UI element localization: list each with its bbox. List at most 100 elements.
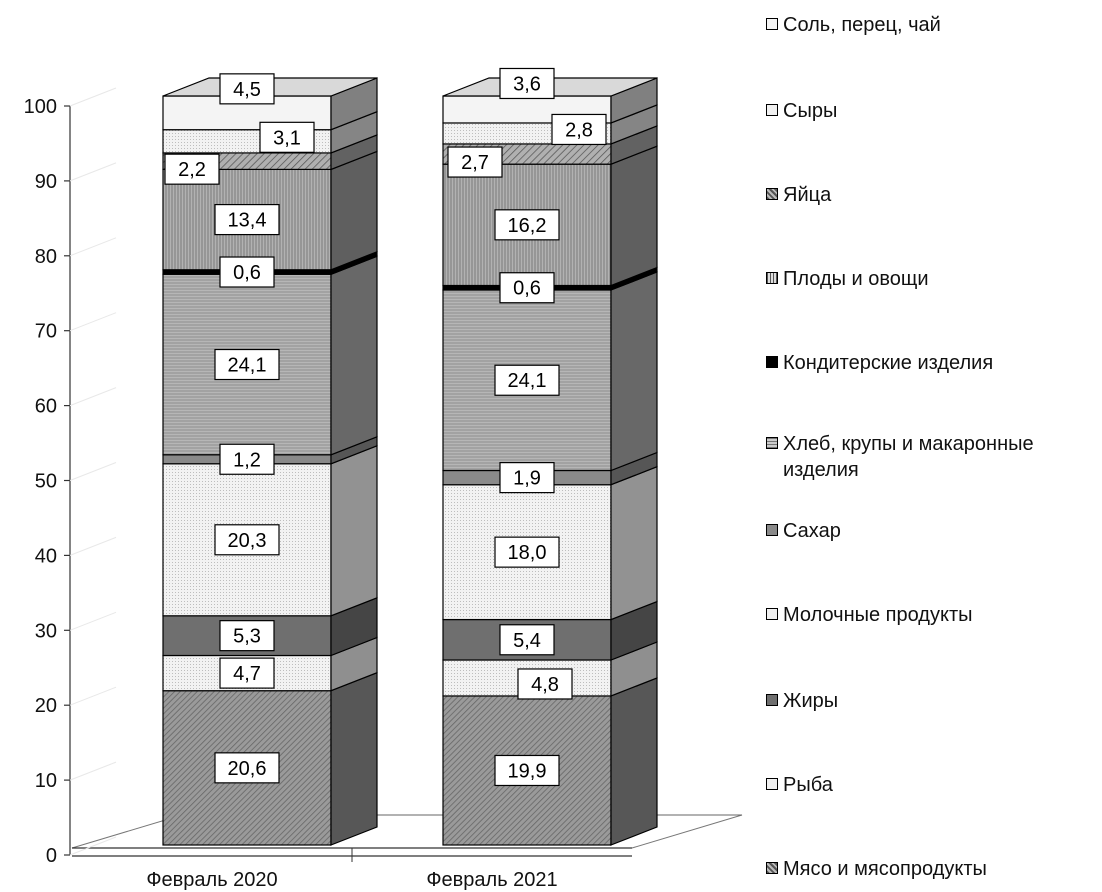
legend-item-рыба: Рыба <box>766 772 1096 798</box>
data-label: 2,7 <box>447 146 503 178</box>
data-label-text: 0,6 <box>233 262 261 284</box>
legend-label: Хлеб, крупы и макаронные изделия <box>783 433 1034 481</box>
y-gridline-perspective <box>69 387 117 407</box>
legend-item-плоды-и-овощи: Плоды и овощи <box>766 266 1096 292</box>
data-label-text: 0,6 <box>513 278 541 300</box>
data-label: 20,6 <box>214 752 280 784</box>
data-label-box <box>214 524 280 556</box>
data-label: 4,7 <box>219 657 275 689</box>
data-label-text: 1,9 <box>513 468 541 490</box>
data-label: 18,0 <box>494 536 560 568</box>
data-label: 1,2 <box>219 443 275 475</box>
bar-side-молочные-продукты <box>330 444 378 617</box>
data-label-text: 24,1 <box>228 355 267 377</box>
legend-swatch <box>766 608 778 620</box>
y-axis: 0 10 20 30 40 50 60 70 80 90 100 <box>24 87 117 867</box>
y-gridline-perspective <box>69 836 117 856</box>
y-gridline-perspective <box>69 611 117 631</box>
legend-swatch <box>766 862 778 874</box>
data-label-text: 3,6 <box>513 73 541 95</box>
y-tick-label: 20 <box>35 695 57 717</box>
data-label-box <box>499 624 555 656</box>
legend-item-сыры: Сыры <box>766 98 1096 124</box>
legend-item-хлеб-крупы-и-макаронные-изделия: Хлеб, крупы и макаронные изделия <box>766 431 1096 483</box>
legend-swatch <box>766 272 778 284</box>
data-label-box <box>494 209 560 241</box>
data-label-text: 20,3 <box>228 530 267 552</box>
data-label-box <box>214 348 280 381</box>
data-label: 24,1 <box>214 348 280 381</box>
y-tick-label: 50 <box>35 471 57 493</box>
legend-swatch <box>766 188 778 200</box>
data-label-text: 3,1 <box>273 127 301 149</box>
data-label-box <box>494 536 560 568</box>
data-label-box <box>494 754 560 787</box>
data-label: 4,5 <box>219 73 275 105</box>
data-label-box <box>259 121 315 153</box>
legend-swatch <box>766 104 778 116</box>
data-label-box <box>494 364 560 396</box>
data-label-box <box>214 203 280 236</box>
data-label-text: 2,2 <box>178 159 206 181</box>
data-label-box <box>164 153 220 185</box>
legend-label: Яйца <box>783 184 832 206</box>
data-label-box <box>447 146 503 178</box>
data-label: 24,1 <box>494 364 560 396</box>
data-label-box <box>551 113 607 146</box>
data-label: 0,6 <box>499 272 555 304</box>
data-label-box <box>219 657 275 689</box>
data-label-box <box>219 256 275 288</box>
y-tick-label: 10 <box>35 770 57 792</box>
y-gridline-perspective <box>69 686 117 706</box>
legend-swatch <box>766 18 778 30</box>
legend-swatch <box>766 694 778 706</box>
legend-item-мясо-и-мясопродукты: Мясо и мясопродукты <box>766 856 1096 882</box>
data-label-box <box>219 443 275 475</box>
data-label-text: 18,0 <box>508 542 547 564</box>
y-tick-label: 80 <box>35 246 57 268</box>
data-label-box <box>499 462 555 494</box>
x-axis: Февраль 2020 Февраль 2021 <box>146 848 558 891</box>
bars <box>162 77 658 846</box>
legend-swatch <box>766 778 778 790</box>
data-label: 20,3 <box>214 524 280 556</box>
legend-label: Плоды и овощи <box>783 268 929 290</box>
legend-item-кондитерские-изделия: Кондитерские изделия <box>766 350 1096 376</box>
y-tick-label: 60 <box>35 396 57 418</box>
data-label-text: 2,7 <box>461 152 489 174</box>
data-label: 5,3 <box>219 620 275 652</box>
legend-label: Кондитерские изделия <box>783 352 994 374</box>
y-tick-label: 40 <box>35 545 57 567</box>
legend-swatch <box>766 356 778 368</box>
y-gridline-perspective <box>69 462 117 481</box>
data-label: 3,6 <box>499 67 555 100</box>
data-label-box <box>214 752 280 784</box>
legend-item-жиры: Жиры <box>766 688 1096 714</box>
bar-side-мясо-и-мясопродукты <box>610 677 658 846</box>
data-label-box <box>219 73 275 105</box>
legend-label: Молочные продукты <box>783 604 973 626</box>
bar-segment-молочные-продукты <box>162 463 332 617</box>
legend-item-молочные-продукты: Молочные продукты <box>766 602 1096 628</box>
bar-side-хлеб-крупы-и-макаронные-изделия <box>610 271 658 472</box>
data-label-text: 4,7 <box>233 663 261 685</box>
data-label: 0,6 <box>219 256 275 288</box>
data-label-text: 5,3 <box>233 626 261 648</box>
y-tick-label: 90 <box>35 171 57 193</box>
data-label-text: 4,5 <box>233 79 261 101</box>
legend-item-сахар: Сахар <box>766 518 1096 544</box>
data-label: 4,8 <box>517 668 573 700</box>
data-labels: 20,6 4,7 5,3 20,3 1,2 24,1 0,6 13,4 2,2 3,1 4,5 19,… <box>164 67 607 787</box>
data-label-text: 1,2 <box>233 449 261 471</box>
y-tick-label: 0 <box>46 845 57 867</box>
legend-label: Мясо и мясопродукты <box>783 858 987 880</box>
data-label: 19,9 <box>494 754 560 787</box>
data-label-text: 19,9 <box>508 760 547 782</box>
data-label-text: 2,8 <box>565 119 593 141</box>
legend-swatch <box>766 437 778 449</box>
data-label: 3,1 <box>259 121 315 153</box>
data-label: 1,9 <box>499 462 555 494</box>
data-label-text: 5,4 <box>513 630 541 652</box>
y-gridline-perspective <box>69 312 117 332</box>
